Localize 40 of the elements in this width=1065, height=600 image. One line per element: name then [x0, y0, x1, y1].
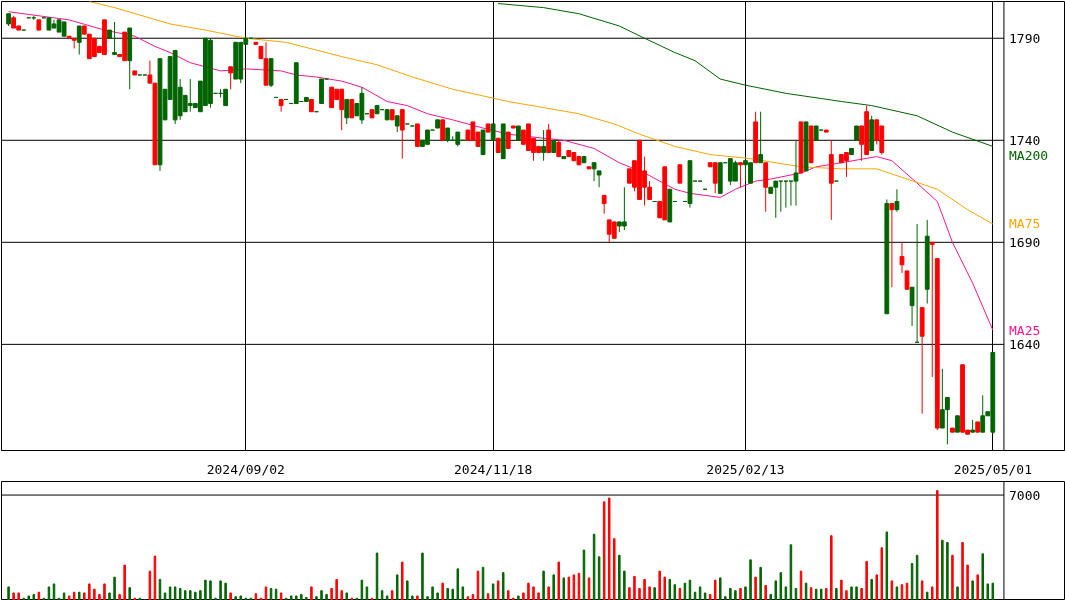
series-label: MA75: [1008, 216, 1041, 232]
candlestick: [344, 98, 350, 125]
candlestick: [112, 21, 117, 56]
x-tick-label: 2024/11/18: [453, 461, 533, 477]
x-tick-label: 2025/02/13: [706, 461, 785, 477]
candlestick: [596, 170, 602, 188]
candlestick: [929, 241, 935, 378]
candlestick: [980, 394, 986, 433]
candlestick: [278, 98, 284, 113]
candlestick: [758, 111, 764, 164]
series-label: MA25: [1008, 322, 1041, 338]
candlestick: [440, 119, 446, 141]
candlestick: [783, 180, 789, 209]
candlestick: [76, 25, 82, 56]
candlestick: [738, 162, 743, 188]
y-tick-label: 7000: [1008, 487, 1041, 503]
y-tick-label: 1690: [1008, 234, 1041, 250]
candlestick: [399, 109, 405, 160]
candlestick: [894, 188, 900, 213]
line-series: [8, 11, 994, 331]
candlestick: [793, 139, 799, 207]
candlestick: [546, 123, 552, 154]
y-tick-label: 1740: [1008, 132, 1041, 148]
candlestick: [677, 164, 683, 184]
candlestick: [601, 194, 607, 215]
candlestick: [228, 66, 234, 90]
x-tick-label: 2024/09/02: [206, 461, 285, 477]
candlestick: [889, 203, 895, 288]
line-series: [88, 1, 994, 225]
y-tick-label: 1640: [1008, 336, 1041, 352]
candlestick: [621, 186, 627, 231]
line-series: [497, 3, 994, 147]
candlestick: [591, 162, 597, 182]
candlestick: [415, 123, 420, 147]
candlestick: [541, 129, 546, 162]
series-label: MA200: [1008, 147, 1049, 163]
y-tick-label: 1790: [1008, 30, 1041, 46]
x-tick-label: 2025/05/01: [953, 461, 1032, 477]
candlestick: [712, 162, 718, 194]
candlestick: [349, 98, 355, 119]
